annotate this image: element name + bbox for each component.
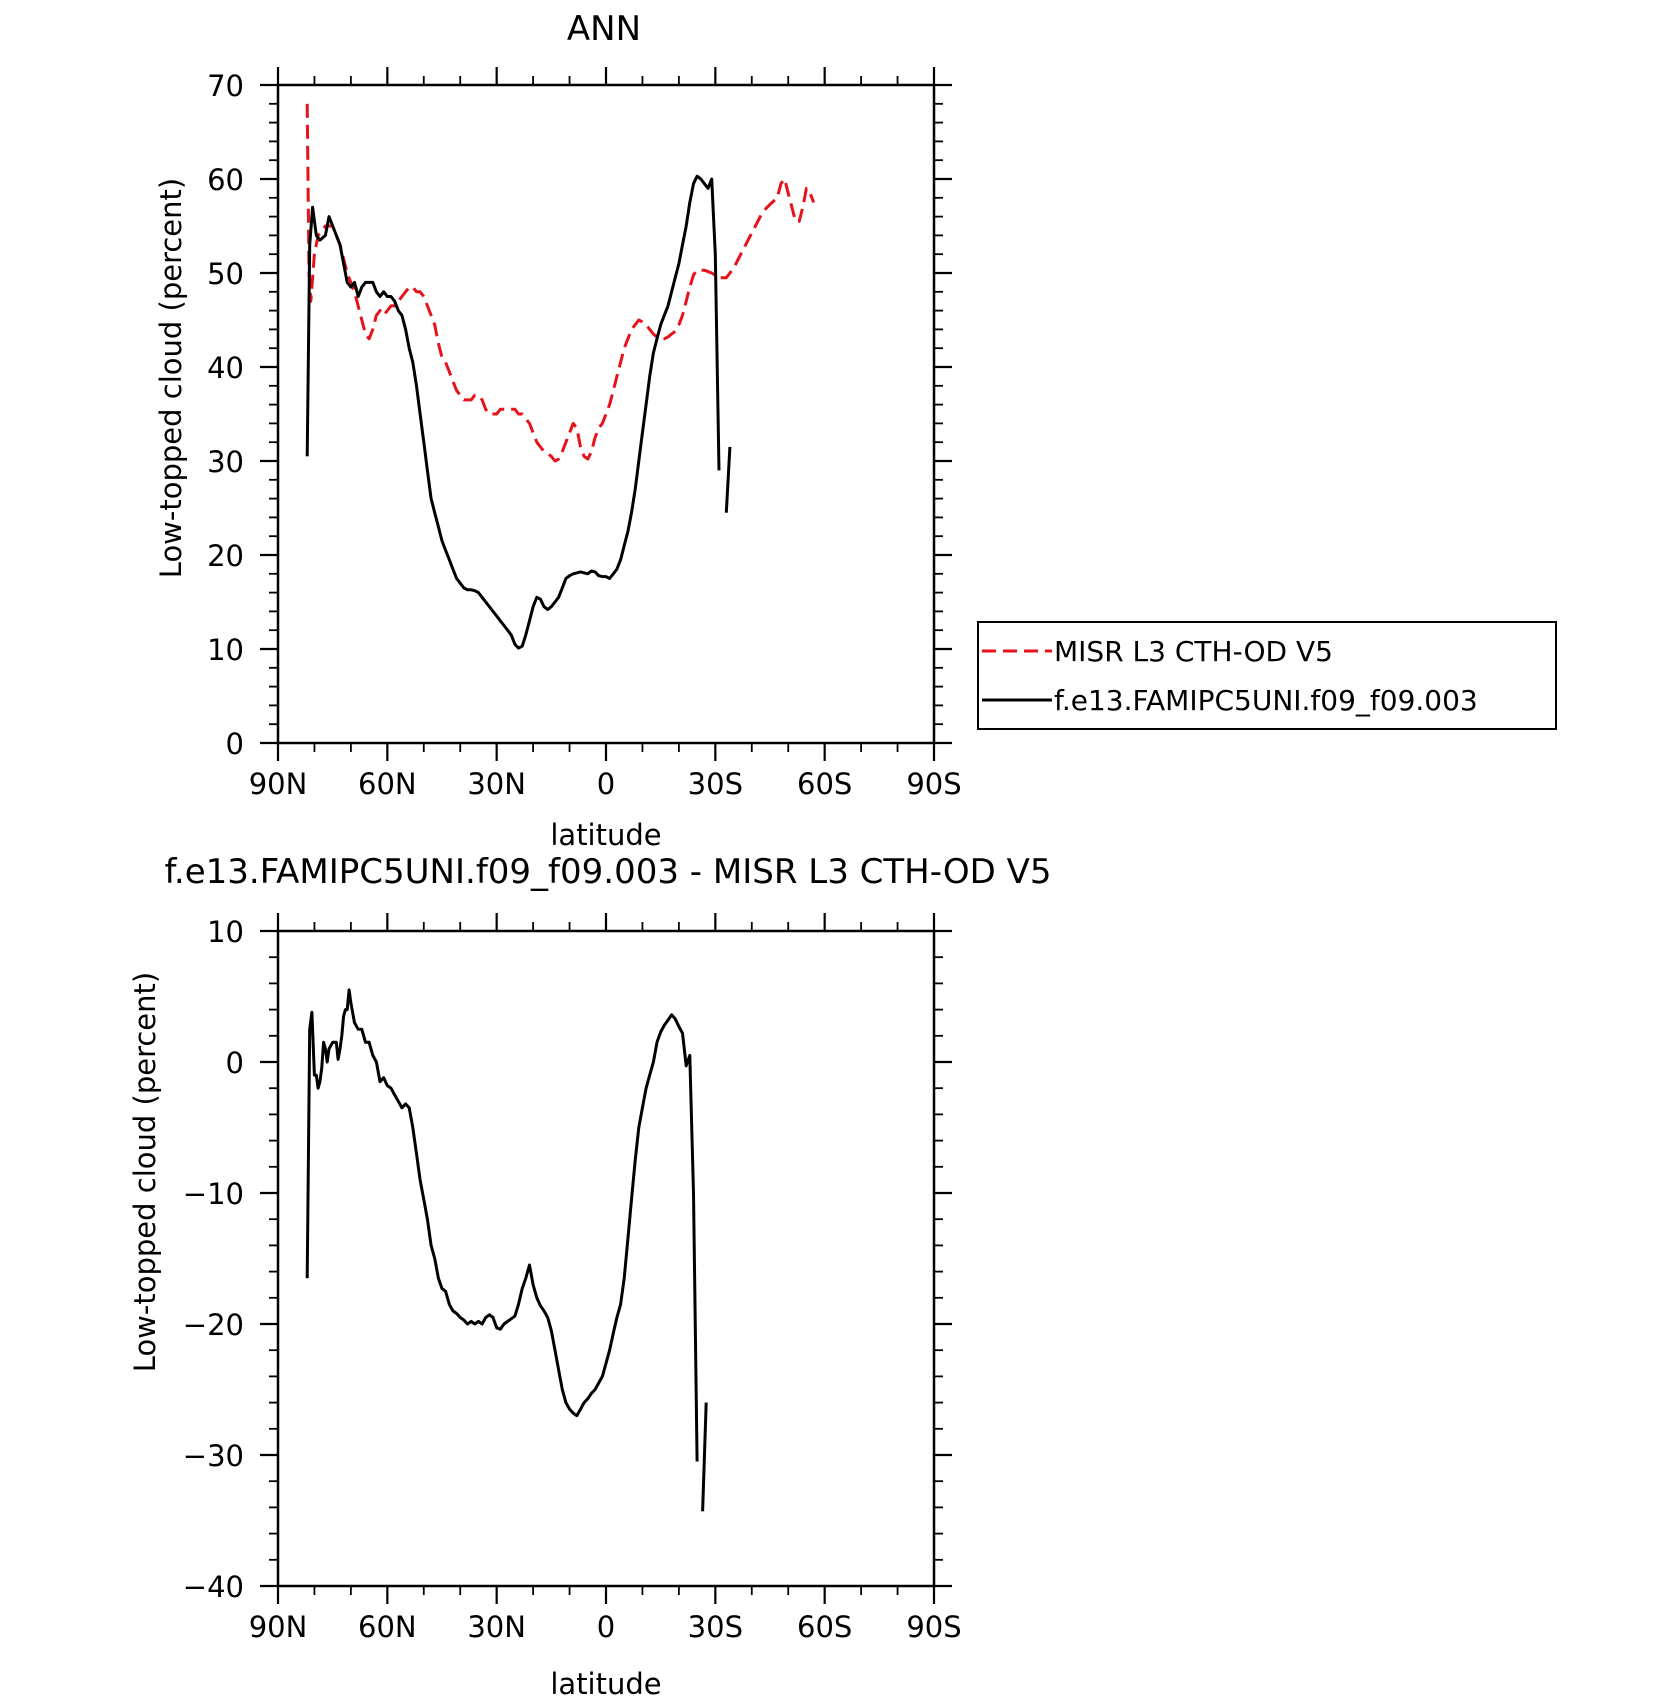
bottom-y-tick-label: 0 — [226, 1046, 244, 1080]
bottom-y-tick-label: −20 — [183, 1308, 244, 1342]
top-x-tick-label: 30S — [688, 767, 743, 801]
top-y-tick-label: 20 — [207, 539, 244, 573]
bottom-x-tick-label: 90N — [249, 1610, 308, 1644]
top-x-tick-label: 0 — [597, 767, 615, 801]
top-y-tick-label: 60 — [207, 163, 244, 197]
bottom-ticks: 90N 60N 30N 0 30S 60S 90S −40 −30 −20 −10 0 10 — [183, 913, 962, 1644]
legend: MISR L3 CTH-OD V5 f.e13.FAMIPC5UNI.f09_f… — [977, 621, 1557, 730]
bottom-y-tick-label: −30 — [183, 1439, 244, 1473]
top-y-axis-label: Low-topped cloud (percent) — [154, 178, 188, 578]
bottom-x-tick-label: 30N — [467, 1610, 526, 1644]
top-y-tick-label: 70 — [207, 69, 244, 103]
top-x-tick-label: 30N — [467, 767, 526, 801]
top-series-0-line — [305, 103, 816, 463]
top-x-tick-label: 60N — [358, 767, 417, 801]
top-plot-frame — [276, 83, 936, 745]
top-series-1-line — [724, 446, 732, 513]
bottom-series-0-line — [701, 1402, 708, 1512]
bottom-y-tick-label: −10 — [183, 1177, 244, 1211]
bottom-series-0-line — [305, 988, 699, 1462]
top-y-tick-label: 0 — [226, 727, 244, 761]
top-x-axis-label: latitude — [550, 818, 661, 852]
top-y-tick-label: 50 — [207, 257, 244, 291]
top-series-1-line — [305, 174, 721, 650]
bottom-x-tick-label: 0 — [597, 1610, 615, 1644]
top-y-tick-label: 10 — [207, 633, 244, 667]
bottom-x-tick-label: 60N — [358, 1610, 417, 1644]
legend-label-misr: MISR L3 CTH-OD V5 — [1054, 635, 1333, 668]
top-chart-title: ANN — [567, 9, 641, 49]
top-lines — [305, 103, 816, 650]
top-x-tick-label: 90S — [906, 767, 961, 801]
bottom-y-tick-label: −40 — [183, 1570, 244, 1604]
bottom-x-tick-label: 90S — [906, 1610, 961, 1644]
bottom-panel: f.e13.FAMIPC5UNI.f09_f09.003 - MISR L3 C… — [128, 852, 1052, 1701]
top-x-tick-label: 60S — [797, 767, 852, 801]
top-ticks: 90N 60N 30N 0 30S 60S 90S 0 10 20 30 40 50 60 70 — [207, 67, 962, 801]
bottom-x-axis-label: latitude — [550, 1667, 661, 1701]
bottom-x-tick-label: 60S — [797, 1610, 852, 1644]
top-panel: ANN Low-topped cloud (percent) latitude … — [154, 9, 962, 852]
bottom-y-axis-label: Low-topped cloud (percent) — [128, 972, 162, 1372]
top-y-tick-label: 40 — [207, 351, 244, 385]
top-y-tick-label: 30 — [207, 445, 244, 479]
legend-label-model: f.e13.FAMIPC5UNI.f09_f09.003 — [1054, 684, 1478, 717]
bottom-x-tick-label: 30S — [688, 1610, 743, 1644]
bottom-plot-frame — [276, 929, 936, 1588]
bottom-lines — [305, 988, 708, 1512]
bottom-chart-title: f.e13.FAMIPC5UNI.f09_f09.003 - MISR L3 C… — [164, 852, 1051, 892]
top-x-tick-label: 90N — [249, 767, 308, 801]
bottom-y-tick-label: 10 — [207, 915, 244, 949]
legend-box — [977, 621, 1557, 730]
